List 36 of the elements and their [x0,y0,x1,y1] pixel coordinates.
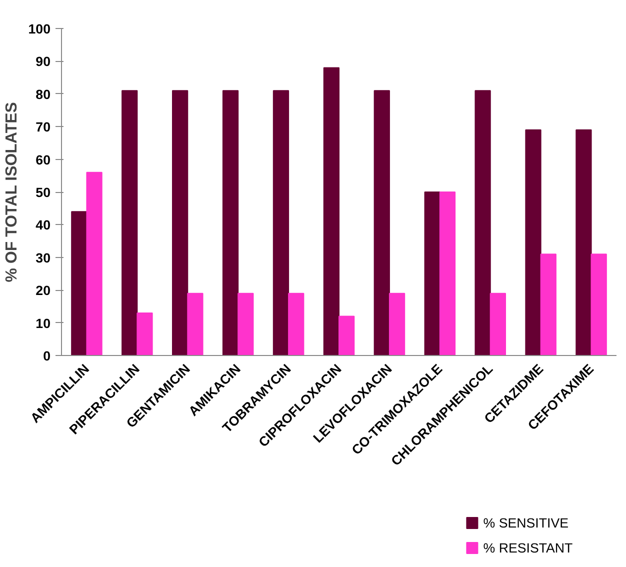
bar [439,192,456,356]
bar [238,292,254,356]
bar [71,211,88,356]
bar [374,90,390,356]
bar [323,67,340,356]
y-tick-label: 90 [36,54,51,70]
y-tick-label: 0 [43,348,51,364]
bar [424,192,440,356]
bar [525,129,542,356]
bar [388,292,406,356]
y-tick-label: 70 [36,120,51,135]
y-tick-label: 50 [36,185,51,200]
bar [86,172,102,356]
bar [474,90,491,356]
bar [172,90,188,356]
y-tick-label: 80 [36,86,51,102]
bar [288,292,304,356]
y-tick-label: 10 [36,316,51,331]
bar [540,254,556,356]
bar [136,312,153,356]
bar [187,292,204,356]
bar [122,90,138,356]
legend-label: % SENSITIVE [483,516,569,530]
bar [338,316,355,356]
bar [272,90,290,356]
bar [576,129,592,356]
y-tick-label: 40 [36,218,51,233]
bar [490,292,506,356]
y-tick-label: 20 [36,283,51,298]
y-tick-label: 100 [28,22,51,36]
y-tick-label: 60 [36,152,51,168]
bar [222,90,239,356]
y-tick-label: 30 [36,250,51,266]
legend-label: % RESISTANT [483,540,573,556]
bar [590,254,607,356]
y-axis-title: % OF TOTAL ISOLATES [3,102,20,282]
